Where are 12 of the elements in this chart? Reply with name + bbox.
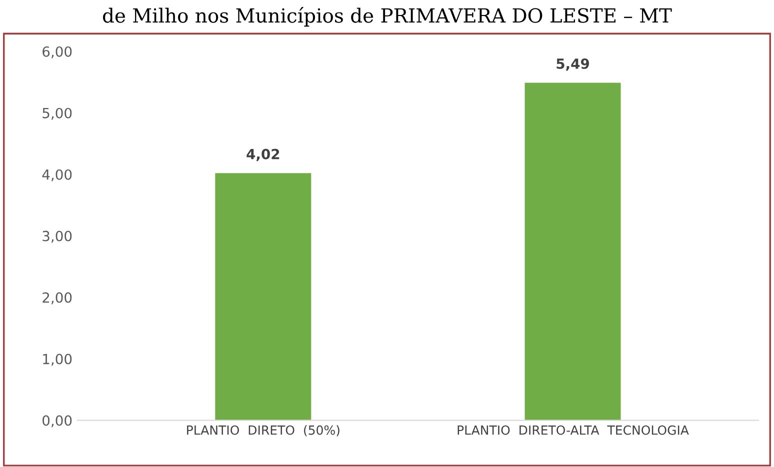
data-label: 4,02 [246,148,280,162]
y-tick-label: 1,00 [43,354,72,366]
chart-title: de Milho nos Municípios de PRIMAVERA DO LESTE – MT [102,7,672,27]
y-tick-label: 2,00 [42,292,72,304]
y-tick-label: 5,00 [42,108,72,120]
data-label: 5,49 [556,58,590,71]
y-tick-label: 4,00 [42,169,72,182]
y-tick-label: 3,00 [42,230,72,243]
x-tick-label: PLANTIO DIRETO (50%) [187,425,340,436]
x-tick-label: PLANTIO DIRETO-ALTA TECNOLOGIA [458,425,689,435]
y-tick-label: 6,00 [42,46,72,58]
y-tick-label: 0,00 [42,415,72,428]
